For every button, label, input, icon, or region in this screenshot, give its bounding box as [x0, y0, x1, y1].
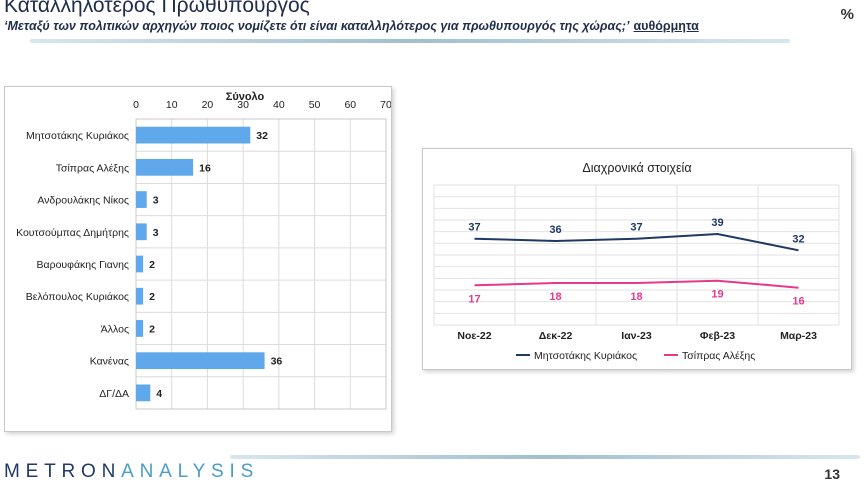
bar	[136, 352, 265, 370]
data-label: 32	[256, 130, 268, 142]
bar	[136, 126, 251, 144]
data-label: 18	[549, 291, 561, 303]
x-tick-label: Δεκ-22	[539, 330, 573, 342]
data-label: 2	[149, 259, 155, 271]
legend-label: Μητσοτάκης Κυριάκος	[534, 350, 637, 362]
page-number: 13	[824, 466, 840, 482]
data-label: 18	[630, 291, 642, 303]
series-line	[474, 279, 799, 289]
x-tick-label: Φεβ-23	[700, 330, 735, 342]
bar-chart-title: Σύνολο	[226, 91, 265, 103]
data-label: 19	[711, 289, 723, 301]
x-tick-label: 0	[133, 99, 139, 111]
data-label: 32	[792, 233, 804, 245]
x-tick-label: 10	[166, 99, 178, 111]
question-text: ‘Μεταξύ των πολιτικών αρχηγών ποιος νομί…	[4, 19, 630, 33]
data-label: 17	[468, 293, 480, 305]
line-chart-title: Διαχρονικά στοιχεία	[582, 161, 691, 175]
category-label: Βελόπουλος Κυριάκος	[26, 291, 129, 303]
x-tick-label: 40	[273, 99, 285, 111]
x-tick-label: Ιαν-23	[621, 330, 652, 342]
line-chart: Διαχρονικά στοιχεία 37 36 37 39 32 17 18 18 19 16 Ν…	[433, 161, 840, 362]
data-label: 3	[153, 195, 159, 207]
category-label: Κανένας	[90, 356, 129, 368]
x-tick-label: 70	[380, 99, 391, 111]
category-label: ΔΓ/ΔΑ	[99, 388, 129, 400]
footer-divider	[230, 455, 860, 459]
data-label: 2	[149, 323, 155, 335]
data-label: 39	[711, 217, 723, 229]
bar	[136, 320, 144, 337]
header-divider	[30, 39, 790, 43]
line-chart-panel: Διαχρονικά στοιχεία 37 36 37 39 32 17 18 18 19 16 Ν…	[422, 148, 852, 370]
metron-analysis-logo: METRONANALYSIS	[4, 461, 260, 482]
bar	[136, 223, 147, 241]
category-label: Άλλος	[101, 323, 129, 335]
data-label: 4	[156, 388, 162, 400]
bar	[136, 384, 151, 402]
data-label: 16	[792, 296, 804, 308]
x-tick-label: 20	[202, 99, 214, 111]
series-line	[474, 232, 799, 252]
data-label: 36	[549, 224, 561, 236]
page-title: Καταλληλότερος Πρωθυπουργός	[4, 0, 310, 17]
bar	[136, 158, 194, 176]
category-label: Τσίπρας Αλέξης	[56, 162, 129, 174]
bar	[136, 287, 144, 305]
question-subtitle: ‘Μεταξύ των πολιτικών αρχηγών ποιος νομί…	[4, 19, 699, 33]
data-label: 16	[199, 162, 211, 174]
bar-chart-panel: Σύνολο 0 10 20 30 40 50 60 70 Μητσοτάκης Κυριάκος…	[4, 86, 392, 432]
data-label: 3	[153, 227, 159, 239]
bar	[136, 191, 147, 208]
bar	[136, 255, 144, 273]
category-label: Κουτσούμπας Δημήτρης	[16, 227, 129, 239]
x-tick-label: 60	[344, 99, 356, 111]
data-label: 37	[630, 222, 642, 234]
category-label: Βαρουφάκης Γιανης	[37, 259, 129, 271]
question-qualifier: αυθόρμητα	[633, 19, 699, 33]
data-label: 2	[149, 291, 155, 303]
category-label: Ανδρουλάκης Νίκος	[37, 195, 129, 207]
x-tick-label: Μαρ-23	[780, 330, 817, 342]
legend-label: Τσίπρας Αλέξης	[682, 350, 755, 362]
x-tick-label: 30	[237, 99, 249, 111]
unit-label: %	[840, 6, 854, 23]
data-label: 36	[271, 356, 283, 368]
x-tick-label: 50	[309, 99, 321, 111]
x-tick-label: Νοε-22	[457, 330, 491, 342]
data-label: 37	[468, 222, 480, 234]
category-label: Μητσοτάκης Κυριάκος	[26, 130, 129, 142]
bar-chart: Σύνολο 0 10 20 30 40 50 60 70 Μητσοτάκης Κυριάκος…	[16, 91, 392, 410]
